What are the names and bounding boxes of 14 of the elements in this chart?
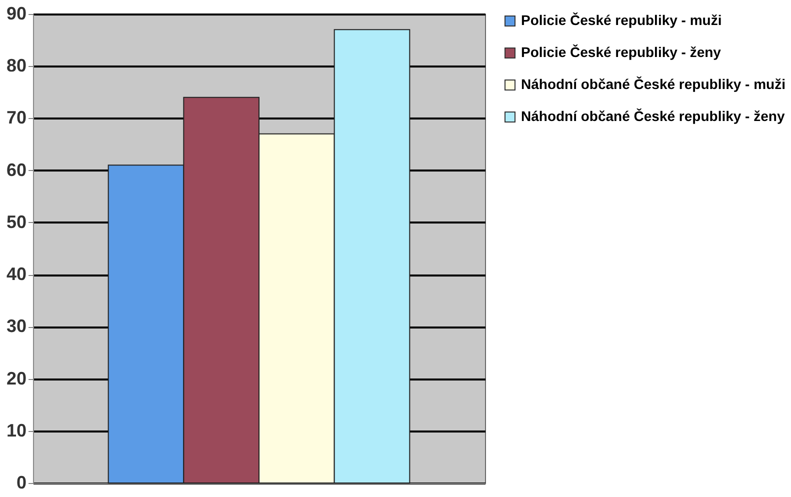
y-tick-label: 0 — [16, 472, 26, 492]
legend-label: Náhodní občané České republiky - ženy — [521, 108, 785, 124]
y-tick-label: 90 — [6, 4, 26, 24]
legend-label: Policie České republiky - ženy — [521, 44, 722, 60]
y-tick-label: 30 — [6, 316, 26, 336]
y-tick-label: 70 — [6, 108, 26, 128]
y-tick-label: 80 — [6, 56, 26, 76]
y-tick-label: 40 — [6, 264, 26, 284]
y-tick-label: 10 — [6, 420, 26, 440]
y-tick-label: 50 — [6, 212, 26, 232]
legend-label: Policie České republiky - muži — [521, 12, 722, 28]
y-tick-label: 60 — [6, 160, 26, 180]
y-tick-label: 20 — [6, 368, 26, 388]
legend-label: Náhodní občané České republiky - muži — [521, 76, 786, 92]
